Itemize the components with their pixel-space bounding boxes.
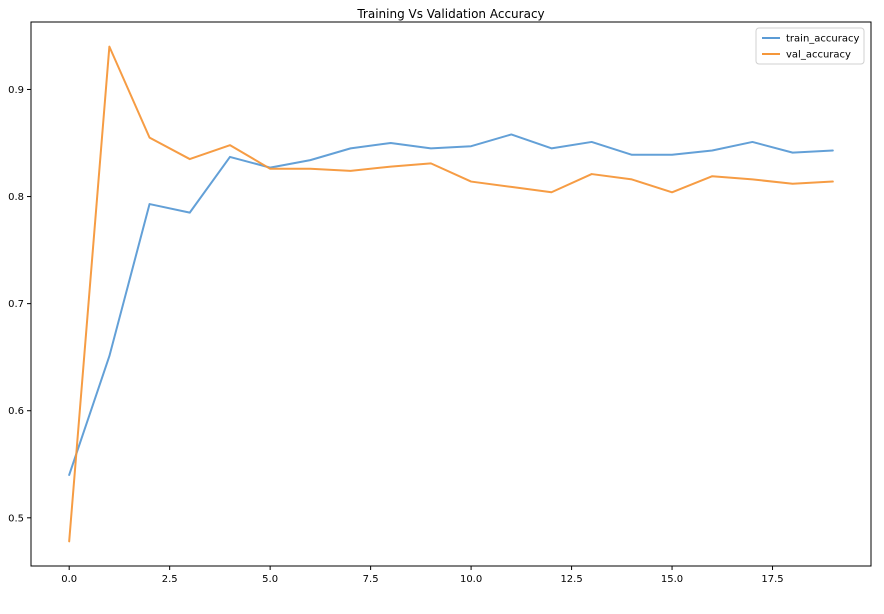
- x-tick-label: 10.0: [460, 574, 482, 585]
- x-tick-label: 17.5: [761, 574, 783, 585]
- y-tick-label: 0.5: [8, 513, 24, 524]
- plot-area: [68, 45, 834, 543]
- x-tick-label: 0.0: [61, 574, 77, 585]
- legend: train_accuracy val_accuracy: [755, 27, 865, 65]
- x-tick-label: 5.0: [262, 574, 278, 585]
- series-line-val-accuracy: [68, 45, 834, 543]
- legend-box: [755, 27, 865, 65]
- axes-frame: [30, 21, 872, 567]
- y-tick-label: 0.6: [8, 406, 24, 417]
- x-tick-label: 15.0: [661, 574, 683, 585]
- y-tick-label: 0.7: [8, 299, 24, 310]
- series-line-train-accuracy: [68, 133, 834, 476]
- chart-title: Training Vs Validation Accuracy: [356, 7, 544, 21]
- y-axis: 0.5 0.6 0.7 0.8 0.9: [8, 85, 31, 524]
- legend-label: val_accuracy: [786, 50, 851, 61]
- x-tick-label: 7.5: [363, 574, 379, 585]
- legend-label: train_accuracy: [786, 34, 859, 45]
- x-tick-label: 2.5: [162, 574, 178, 585]
- x-tick-label: 12.5: [560, 574, 582, 585]
- x-axis: 0.0 2.5 5.0 7.5 10.0 12.5 15.0 17.5: [61, 566, 784, 585]
- y-tick-label: 0.9: [8, 85, 24, 96]
- y-tick-label: 0.8: [8, 192, 24, 203]
